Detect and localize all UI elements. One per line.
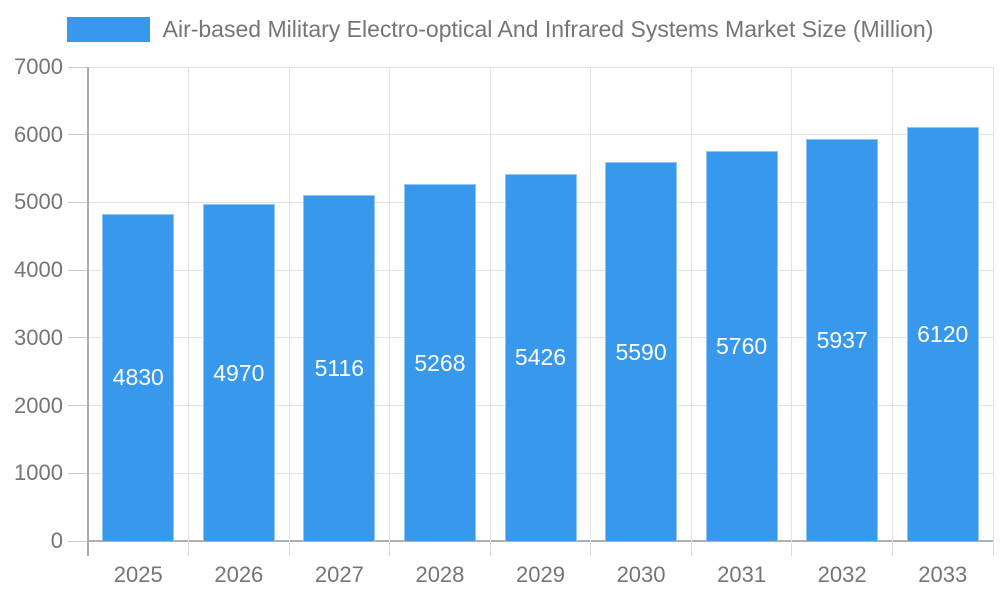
y-axis-line — [87, 67, 89, 556]
x-tick-3 — [389, 541, 391, 556]
gridline-x-3 — [389, 67, 391, 541]
chart-title: Air-based Military Electro-optical And I… — [162, 16, 934, 42]
bar-2027[interactable]: 5116 — [303, 194, 376, 541]
gridline-x-2 — [288, 67, 290, 541]
bar-2031[interactable]: 5760 — [705, 150, 778, 541]
y-axis-label-4000: 4000 — [14, 257, 63, 283]
bar-value-label-2032: 5937 — [816, 326, 868, 353]
gridline-x-4 — [489, 67, 491, 541]
y-tick-1000 — [68, 472, 88, 474]
bar-value-label-2028: 5268 — [414, 349, 466, 376]
gridline-y-7000 — [88, 66, 993, 68]
bar-value-label-2025: 4830 — [112, 364, 164, 391]
legend: Air-based Military Electro-optical And I… — [0, 16, 1000, 43]
x-tick-7 — [791, 541, 793, 556]
x-tick-8 — [891, 541, 893, 556]
bar-2030[interactable]: 5590 — [605, 162, 678, 541]
legend-swatch[interactable] — [66, 17, 150, 42]
bar-2033[interactable]: 6120 — [906, 126, 979, 541]
bar-value-label-2033: 6120 — [917, 320, 969, 347]
x-tick-9 — [992, 541, 994, 556]
x-tick-5 — [590, 541, 592, 556]
y-axis-label-2000: 2000 — [14, 392, 63, 418]
bar-2029[interactable]: 5426 — [504, 173, 577, 541]
gridline-x-7 — [791, 67, 793, 541]
y-axis-label-1000: 1000 — [14, 460, 63, 486]
x-axis-label-2026: 2026 — [214, 562, 264, 587]
bar-2025[interactable]: 4830 — [102, 213, 175, 541]
gridline-y-6000 — [88, 134, 993, 136]
bar-2032[interactable]: 5937 — [806, 138, 879, 541]
y-tick-7000 — [68, 66, 88, 68]
x-axis-label-2033: 2033 — [918, 562, 968, 587]
y-tick-5000 — [68, 201, 88, 203]
x-axis-label-2028: 2028 — [415, 562, 465, 587]
y-tick-0 — [68, 540, 88, 542]
gridline-x-5 — [590, 67, 592, 541]
y-tick-3000 — [68, 337, 88, 339]
y-axis-label-3000: 3000 — [14, 324, 63, 350]
x-tick-6 — [690, 541, 692, 556]
y-axis-label-0: 0 — [50, 528, 63, 553]
bar-value-label-2030: 5590 — [615, 338, 667, 365]
gridline-x-9 — [992, 67, 994, 541]
x-axis-label-2025: 2025 — [113, 562, 163, 587]
y-tick-2000 — [68, 405, 88, 407]
y-tick-4000 — [68, 269, 88, 271]
x-axis-label-2032: 2032 — [817, 562, 867, 587]
bar-value-label-2026: 4970 — [213, 359, 265, 386]
x-tick-4 — [489, 541, 491, 556]
x-axis-label-2029: 2029 — [516, 562, 565, 587]
x-axis-label-2027: 2027 — [314, 562, 364, 587]
x-tick-2 — [288, 541, 290, 556]
y-axis-label-6000: 6000 — [14, 121, 63, 147]
gridline-x-6 — [690, 67, 692, 541]
x-axis-label-2030: 2030 — [616, 562, 666, 587]
y-axis-label-5000: 5000 — [14, 189, 63, 215]
gridline-y-0 — [88, 540, 993, 542]
bar-value-label-2029: 5426 — [514, 344, 567, 371]
bar-value-label-2031: 5760 — [716, 332, 768, 359]
x-tick-1 — [188, 541, 190, 556]
y-tick-6000 — [68, 134, 88, 136]
bar-value-label-2027: 5116 — [314, 354, 365, 381]
gridline-x-1 — [188, 67, 190, 541]
y-axis-label-7000: 7000 — [14, 54, 63, 79]
bar-2026[interactable]: 4970 — [202, 204, 275, 541]
x-axis-label-2031: 2031 — [717, 562, 767, 587]
gridline-x-8 — [891, 67, 893, 541]
bar-2028[interactable]: 5268 — [403, 184, 476, 541]
